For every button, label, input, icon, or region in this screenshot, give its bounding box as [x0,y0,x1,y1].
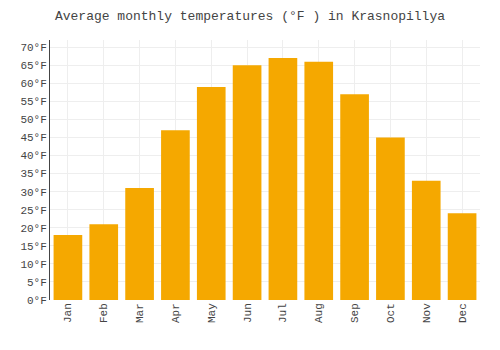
svg-text:65°F: 65°F [20,60,46,72]
svg-text:40°F: 40°F [20,150,46,162]
svg-text:Jun: Jun [242,303,254,323]
svg-text:20°F: 20°F [20,223,46,235]
svg-text:10°F: 10°F [20,259,46,271]
svg-text:Aug: Aug [313,303,325,323]
svg-text:Average monthly temperatures (: Average monthly temperatures (°F ) in Kr… [55,9,445,24]
svg-text:Nov: Nov [421,303,433,323]
svg-text:15°F: 15°F [20,241,46,253]
svg-text:Jan: Jan [62,303,74,323]
svg-text:Feb: Feb [98,303,110,323]
svg-text:Mar: Mar [134,303,146,323]
svg-text:30°F: 30°F [20,187,46,199]
svg-text:5°F: 5°F [27,277,47,289]
svg-text:Oct: Oct [385,303,397,323]
svg-text:Sep: Sep [349,303,361,323]
svg-text:25°F: 25°F [20,205,46,217]
svg-text:0°F: 0°F [27,295,47,307]
svg-text:35°F: 35°F [20,168,46,180]
svg-text:Dec: Dec [457,303,469,323]
svg-text:70°F: 70°F [20,42,46,54]
svg-text:60°F: 60°F [20,78,46,90]
svg-text:Jul: Jul [277,303,289,323]
svg-text:45°F: 45°F [20,132,46,144]
svg-text:50°F: 50°F [20,114,46,126]
svg-text:Apr: Apr [170,303,182,323]
svg-text:May: May [206,303,218,323]
svg-text:55°F: 55°F [20,96,46,108]
